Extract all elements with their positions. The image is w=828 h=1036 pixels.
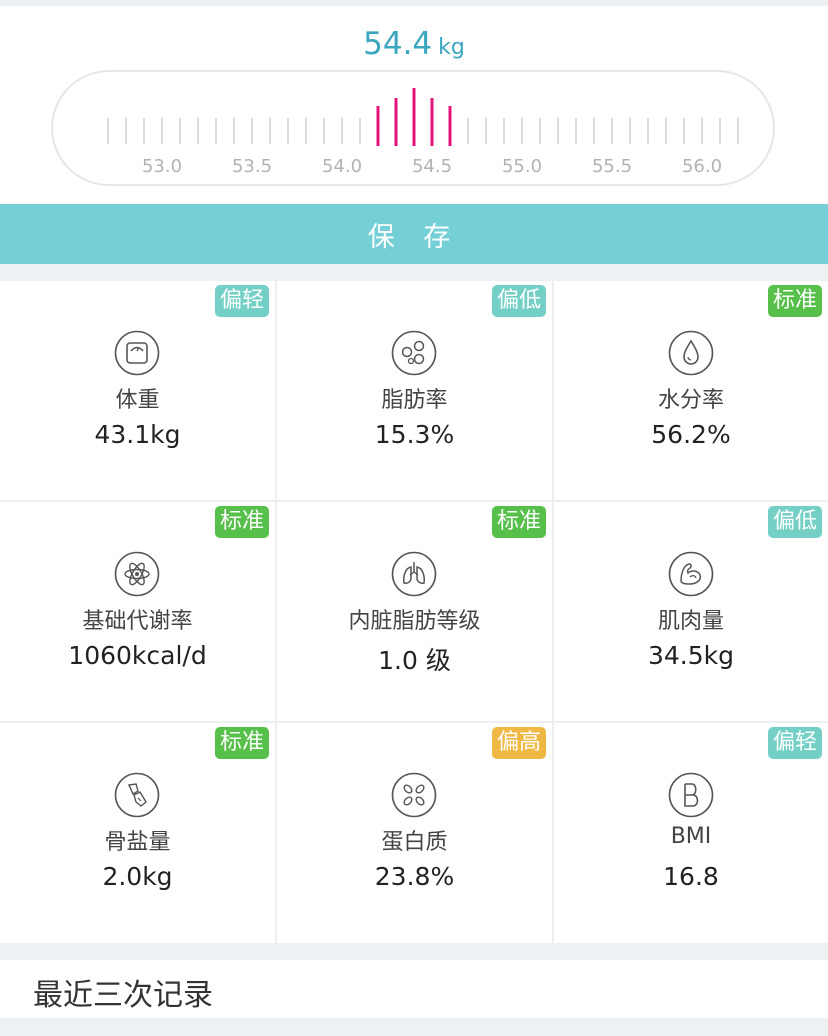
ruler-label: 55.5 xyxy=(591,156,633,177)
metric-value: 1060kcal/d xyxy=(68,641,207,670)
scale-icon xyxy=(114,330,160,376)
status-badge: 偏低 xyxy=(767,506,822,538)
metric-card-body-fat[interactable]: 偏低 脂肪率 15.3% xyxy=(277,281,552,500)
status-badge: 偏低 xyxy=(491,285,546,317)
ruler-label: 54.5 xyxy=(411,156,453,177)
top-strip xyxy=(0,0,828,6)
metric-label: 肌肉量 xyxy=(657,609,724,634)
weight-readout: 54.4 kg xyxy=(0,26,828,62)
lungs-icon xyxy=(391,551,437,597)
metric-card-visceral-fat[interactable]: 标准 内脏脂肪等级 1.0 级 xyxy=(277,502,552,721)
ruler-ticks xyxy=(107,88,739,146)
muscle-icon xyxy=(668,551,714,597)
fat-cells-icon xyxy=(391,330,437,376)
metric-value: 1.0 级 xyxy=(378,646,451,675)
atom-icon xyxy=(114,551,160,597)
weight-unit: kg xyxy=(438,35,465,60)
ruler-label: 54.0 xyxy=(321,156,363,177)
metric-value: 43.1kg xyxy=(94,420,181,449)
metric-value: 56.2% xyxy=(651,420,731,449)
metric-value: 34.5kg xyxy=(647,641,734,670)
protein-icon xyxy=(391,772,437,818)
save-button[interactable]: 保 存 xyxy=(0,204,828,264)
weight-ruler[interactable]: 53.0 53.5 54.0 54.5 55.0 55.5 56.0 xyxy=(51,70,775,186)
bmi-icon xyxy=(668,772,714,818)
metric-label: 基础代谢率 xyxy=(82,609,193,634)
bone-icon xyxy=(114,772,160,818)
recent-records-header: 最近三次记录 xyxy=(0,960,828,1018)
status-badge: 标准 xyxy=(214,727,269,759)
status-badge: 偏高 xyxy=(491,727,546,759)
ruler-label: 53.0 xyxy=(141,156,183,177)
metric-value: 2.0kg xyxy=(102,862,173,891)
metric-label: 骨盐量 xyxy=(104,830,171,855)
status-badge: 标准 xyxy=(491,506,546,538)
weight-picker: 54.4 kg 53.0 53.5 54.0 54.5 55.0 55.5 56.… xyxy=(0,6,828,204)
metric-card-bone[interactable]: 标准 骨盐量 2.0kg xyxy=(0,723,275,943)
metric-value: 23.8% xyxy=(374,862,455,891)
status-badge: 偏轻 xyxy=(214,285,269,317)
metric-label: 体重 xyxy=(115,388,160,413)
bottom-strip xyxy=(0,1018,828,1036)
metric-card-protein[interactable]: 偏高 蛋白质 23.8% xyxy=(277,723,552,943)
metric-label: BMI xyxy=(670,824,712,849)
metric-card-bmi[interactable]: 偏轻 BMI 16.8 xyxy=(554,723,828,943)
metric-label: 内脏脂肪等级 xyxy=(348,609,481,634)
metric-value: 16.8 xyxy=(663,862,719,891)
recent-records-title: 最近三次记录 xyxy=(33,978,213,1013)
metric-label: 脂肪率 xyxy=(381,388,448,413)
metric-card-bmr[interactable]: 标准 基础代谢率 1060kcal/d xyxy=(0,502,275,721)
metric-card-muscle[interactable]: 偏低 肌肉量 34.5kg xyxy=(554,502,828,721)
metric-value: 15.3% xyxy=(374,420,455,449)
ruler-label: 55.0 xyxy=(501,156,543,177)
status-badge: 标准 xyxy=(767,285,822,317)
metric-label: 水分率 xyxy=(657,388,724,413)
metric-label: 蛋白质 xyxy=(381,830,448,855)
ruler-label: 53.5 xyxy=(231,156,273,177)
status-badge: 偏轻 xyxy=(767,727,822,759)
metric-card-water[interactable]: 标准 水分率 56.2% xyxy=(554,281,828,500)
status-badge: 标准 xyxy=(214,506,269,538)
ruler-label: 56.0 xyxy=(681,156,723,177)
metric-card-weight[interactable]: 偏轻 体重 43.1kg xyxy=(0,281,275,500)
metrics-grid: 偏轻 体重 43.1kg 偏低 脂肪率 15.3% 标准 水分率 56.2% xyxy=(0,281,828,943)
water-drop-icon xyxy=(668,330,714,376)
weight-value: 54.4 xyxy=(363,26,433,62)
